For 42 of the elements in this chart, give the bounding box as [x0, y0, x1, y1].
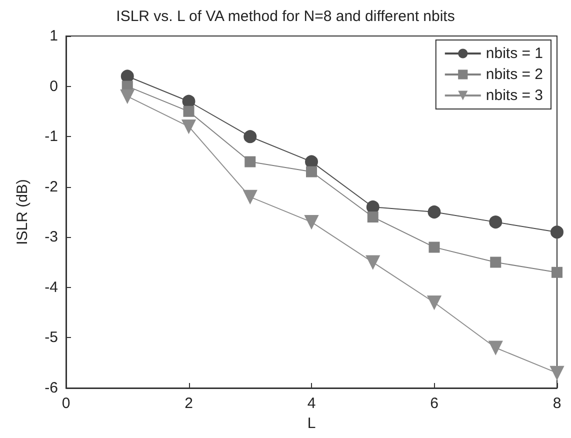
- point: [550, 226, 564, 239]
- point: [306, 166, 317, 178]
- point: [120, 89, 134, 104]
- legend-label: nbits = 2: [486, 66, 544, 83]
- point: [182, 120, 196, 134]
- point: [244, 130, 257, 144]
- point: [550, 366, 564, 380]
- y-axis-title: ISLR (dB): [14, 179, 31, 245]
- point: [304, 215, 318, 230]
- point: [428, 242, 440, 253]
- y-tick-label: -6: [44, 380, 58, 396]
- x-tick-label: 6: [430, 395, 438, 412]
- point: [183, 106, 194, 117]
- y-tick-label: -4: [44, 278, 58, 296]
- point: [489, 216, 502, 229]
- legend-label: nbits = 3: [486, 87, 544, 104]
- point: [428, 206, 441, 218]
- x-axis-title: L: [307, 415, 316, 432]
- y-tick-label: -1: [44, 128, 58, 146]
- legend-label: nbits = 1: [486, 45, 544, 62]
- point: [367, 212, 378, 223]
- x-tick-label: 2: [184, 395, 193, 412]
- x-tick-label: 0: [62, 395, 70, 412]
- y-tick-label: 1: [50, 28, 58, 44]
- point: [120, 70, 134, 83]
- point: [244, 156, 256, 168]
- x-tick-label: 4: [307, 395, 316, 412]
- point: [366, 255, 380, 270]
- y-tick-label: 0: [50, 78, 58, 95]
- point: [427, 296, 442, 310]
- point: [182, 94, 196, 108]
- x-tick-label: 8: [552, 395, 562, 412]
- point: [490, 256, 502, 268]
- y-tick-label: -3: [44, 228, 58, 246]
- point: [552, 266, 562, 278]
- y-tick-label: -5: [44, 329, 58, 346]
- point: [366, 200, 380, 214]
- y-tick-label: -2: [44, 178, 58, 196]
- point: [488, 340, 503, 355]
- point: [305, 155, 318, 168]
- point: [243, 190, 258, 204]
- chart-title: ISLR vs. L of VA method for N=8 and different nbits: [116, 8, 455, 25]
